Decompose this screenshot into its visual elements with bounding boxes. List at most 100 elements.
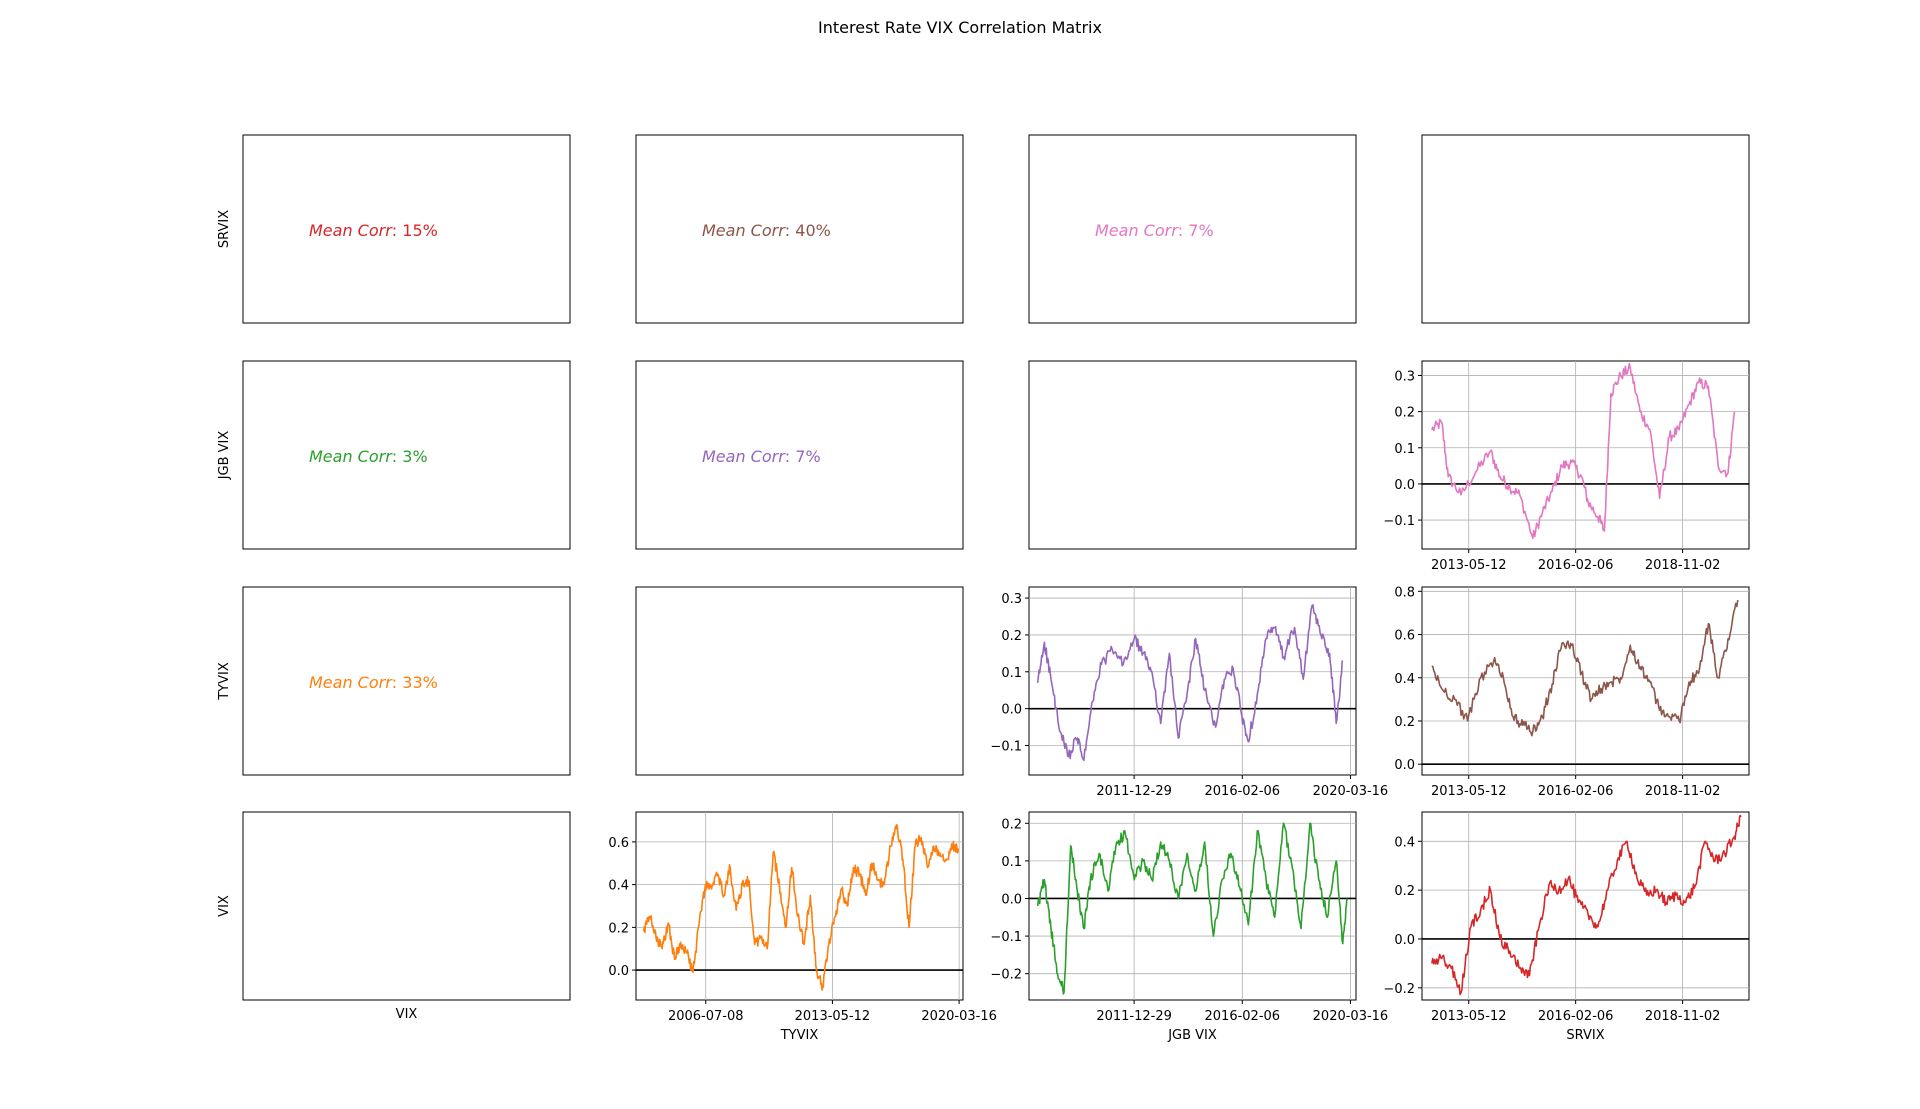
axes-frame-r2-c3 xyxy=(1421,586,1750,776)
y-tick-label: 0.0 xyxy=(1001,892,1022,907)
axes-frame-r2-c0 xyxy=(242,586,571,776)
mean-corr-text: Mean Corr: 7% xyxy=(702,447,821,466)
y-tick-label: 0.2 xyxy=(1001,817,1022,832)
mean-corr-value: : 33% xyxy=(392,673,438,692)
axes-frame-r0-c3 xyxy=(1421,134,1750,324)
y-tick-label: 0.3 xyxy=(1001,592,1022,607)
y-tick-label: 0.2 xyxy=(608,921,629,936)
mean-corr-label: Mean Corr xyxy=(309,673,393,692)
x-tick-label: 2013-05-12 xyxy=(1431,558,1507,573)
series-line xyxy=(1431,362,1736,540)
mean-corr-value: : 7% xyxy=(785,447,821,466)
x-tick-label: 2018-11-02 xyxy=(1645,784,1721,799)
mean-corr-text: Mean Corr: 7% xyxy=(1095,221,1214,240)
axes-frame-r3-c0 xyxy=(242,811,571,1001)
series-line xyxy=(1036,822,1349,995)
mean-corr-value: : 40% xyxy=(785,221,831,240)
mean-corr-text: Mean Corr: 33% xyxy=(309,673,438,692)
axes-frame-r1-c0 xyxy=(242,360,571,550)
mean-corr-label: Mean Corr xyxy=(702,221,786,240)
y-tick-label: 0.4 xyxy=(1394,835,1415,850)
y-tick-label: −0.1 xyxy=(1383,514,1415,529)
series-line xyxy=(1036,604,1344,762)
y-tick-label: 0.3 xyxy=(1394,369,1415,384)
mean-corr-label: Mean Corr xyxy=(702,447,786,466)
y-tick-label: 0.8 xyxy=(1394,585,1415,600)
x-tick-label: 2011-12-29 xyxy=(1096,784,1172,799)
y-tick-label: 0.1 xyxy=(1001,666,1022,681)
x-tick-label: 2016-02-06 xyxy=(1205,1009,1281,1024)
y-tick-label: 0.6 xyxy=(1394,629,1415,644)
row-label: TYVIX xyxy=(217,662,232,701)
chart-r3-c2: 2011-12-29 2016-02-06 2020-03-16 −0.2 −0.1 0.… xyxy=(990,812,1388,1024)
x-tick-label: 2016-02-06 xyxy=(1538,784,1614,799)
x-tick-label: 2018-11-02 xyxy=(1645,558,1721,573)
y-tick-label: 0.2 xyxy=(1001,629,1022,644)
x-tick-label: 2006-07-08 xyxy=(668,1009,744,1024)
axes-frame-r1-c3 xyxy=(1421,360,1750,550)
y-tick-label: 0.0 xyxy=(608,964,629,979)
mean-corr-text: Mean Corr: 40% xyxy=(702,221,831,240)
axes-frame-r1-c1 xyxy=(635,360,964,550)
axes-frame-r0-c0 xyxy=(242,134,571,324)
chart-r1-c3: 2013-05-12 2016-02-06 2018-11-02 −0.1 0.0 0.1… xyxy=(1383,361,1749,573)
x-tick-label: 2018-11-02 xyxy=(1645,1009,1721,1024)
y-tick-label: 0.6 xyxy=(608,836,629,851)
axes-frame-r2-c1 xyxy=(635,586,964,776)
y-tick-label: 0.4 xyxy=(1394,672,1415,687)
x-tick-label: 2013-05-12 xyxy=(1431,784,1507,799)
y-tick-label: 0.4 xyxy=(608,879,629,894)
series-line xyxy=(1431,814,1742,996)
mean-corr-label: Mean Corr xyxy=(1095,221,1179,240)
series-line xyxy=(1431,599,1739,737)
y-tick-label: 0.0 xyxy=(1001,703,1022,718)
series-line xyxy=(642,823,960,991)
y-tick-label: −0.2 xyxy=(990,968,1022,983)
row-label: JGB VIX xyxy=(217,431,232,481)
y-tick-label: 0.2 xyxy=(1394,406,1415,421)
chart-r2-c2: 2011-12-29 2016-02-06 2020-03-16 −0.1 0.0 0.1… xyxy=(990,587,1388,799)
x-tick-label: 2016-02-06 xyxy=(1538,558,1614,573)
x-tick-label: 2016-02-06 xyxy=(1205,784,1281,799)
mean-corr-text: Mean Corr: 3% xyxy=(309,447,428,466)
column-label: JGB VIX xyxy=(1167,1028,1217,1043)
y-tick-label: −0.1 xyxy=(990,740,1022,755)
column-label: SRVIX xyxy=(1566,1028,1604,1043)
x-tick-label: 2013-05-12 xyxy=(795,1009,871,1024)
row-label: SRVIX xyxy=(217,210,232,248)
axes-frame-r3-c2 xyxy=(1028,811,1357,1001)
y-tick-label: 0.0 xyxy=(1394,478,1415,493)
x-tick-label: 2020-03-16 xyxy=(1313,784,1389,799)
chart-r3-c3: 2013-05-12 2016-02-06 2018-11-02 −0.2 0.0 0.2… xyxy=(1383,812,1749,1024)
axes-frame-r2-c2 xyxy=(1028,586,1357,776)
y-tick-label: 0.0 xyxy=(1394,933,1415,948)
figure-title: Interest Rate VIX Correlation Matrix xyxy=(818,18,1102,37)
x-tick-label: 2011-12-29 xyxy=(1096,1009,1172,1024)
y-tick-label: 0.1 xyxy=(1394,442,1415,457)
row-label: VIX xyxy=(217,895,232,917)
mean-corr-text: Mean Corr: 15% xyxy=(309,221,438,240)
mean-corr-value: : 3% xyxy=(392,447,428,466)
y-tick-label: 0.0 xyxy=(1394,758,1415,773)
axes-frame-r0-c2 xyxy=(1028,134,1357,324)
axes-frame-r3-c3 xyxy=(1421,811,1750,1001)
column-label: VIX xyxy=(396,1007,418,1022)
mean-corr-value: : 7% xyxy=(1178,221,1214,240)
axes-frame-r0-c1 xyxy=(635,134,964,324)
x-tick-label: 2020-03-16 xyxy=(921,1009,997,1024)
x-tick-label: 2016-02-06 xyxy=(1538,1009,1614,1024)
y-tick-label: −0.2 xyxy=(1383,982,1415,997)
mean-corr-value: : 15% xyxy=(392,221,438,240)
x-tick-label: 2020-03-16 xyxy=(1313,1009,1389,1024)
chart-r2-c3: 2013-05-12 2016-02-06 2018-11-02 0.0 0.2 0.4 0… xyxy=(1394,585,1749,799)
y-tick-label: 0.2 xyxy=(1394,715,1415,730)
y-tick-label: 0.2 xyxy=(1394,884,1415,899)
column-label: TYVIX xyxy=(780,1028,819,1043)
x-tick-label: 2013-05-12 xyxy=(1431,1009,1507,1024)
axes-frame-r1-c2 xyxy=(1028,360,1357,550)
y-tick-label: 0.1 xyxy=(1001,855,1022,870)
mean-corr-label: Mean Corr xyxy=(309,447,393,466)
y-tick-label: −0.1 xyxy=(990,930,1022,945)
axes-frame-r3-c1 xyxy=(635,811,964,1001)
